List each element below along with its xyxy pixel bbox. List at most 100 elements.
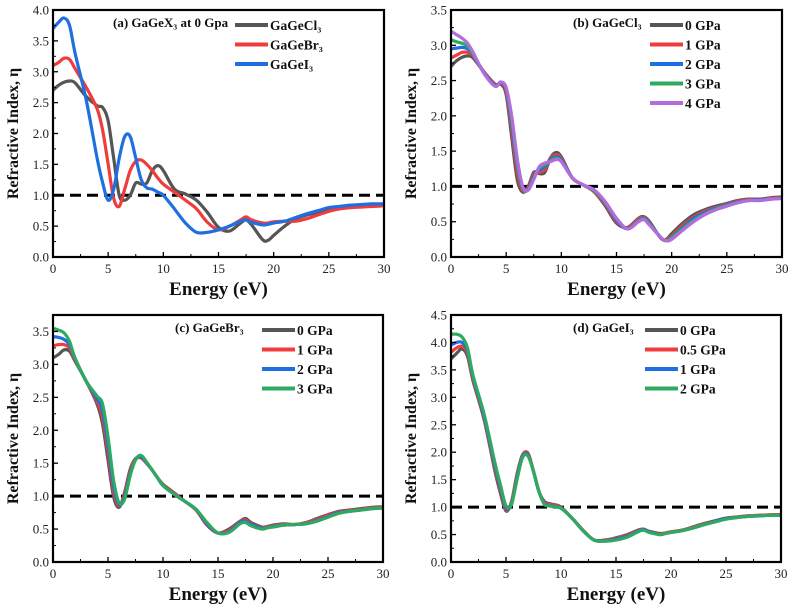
axes-frame [449, 313, 783, 564]
y-tick-label: 0.0 [431, 250, 447, 265]
x-tick-label: 30 [776, 261, 789, 276]
legend-label: 0 GPa [297, 323, 333, 338]
y-tick-label: 2.5 [33, 95, 49, 110]
y-tick-label: 1.5 [33, 157, 49, 172]
series-line-1 [451, 50, 782, 242]
legend-label: 4 GPa [685, 96, 721, 111]
y-tick-label: 1.0 [431, 179, 447, 194]
y-tick-label: 1.0 [431, 500, 447, 515]
legend-label: 1 GPa [680, 362, 716, 377]
x-tick-label: 25 [720, 261, 733, 276]
series-line-0 [451, 347, 781, 543]
series-line-3 [451, 332, 781, 543]
x-tick-label: 30 [775, 566, 788, 581]
y-tick-label: 1.0 [33, 188, 49, 203]
y-tick-label: 1.0 [33, 489, 49, 504]
panel-title: (d) GaGeI₃ [573, 320, 634, 335]
panel-title: (b) GaGeCl₃ [573, 15, 642, 30]
series-line-2 [451, 45, 782, 243]
series-line-3 [53, 326, 383, 536]
y-tick-label: 3.5 [33, 33, 49, 48]
x-tick-label: 20 [267, 566, 280, 581]
legend: 0 GPa 1 GPa 2 GPa 3 GPa [262, 323, 333, 397]
x-tick-label: 5 [503, 566, 510, 581]
axes-frame [51, 313, 385, 564]
legend-label: 2 GPa [297, 362, 333, 377]
panel-c: 0 5 10 15 20 25 30 0.0 0.5 1.0 1.5 2.0 2.5 3.0 3.5 Ener… [5, 313, 390, 605]
series-line-0 [53, 79, 384, 243]
y-tick-label: 2.5 [431, 73, 447, 88]
y-tick-label: 4.0 [431, 335, 447, 350]
legend-label: 0.5 GPa [680, 343, 726, 358]
legend-label: GaGeI₃ [270, 57, 313, 72]
y-tick-label: 2.0 [431, 108, 447, 123]
y-tick-label: 2.0 [431, 445, 447, 460]
y-axis-label: Refractive Index, η [5, 68, 22, 199]
panel-d: 0 5 10 15 20 25 30 0.0 0.5 1.0 1.5 2.0 2.5 3.0 3.5 4.0 4… [403, 308, 788, 606]
series-line-0 [53, 348, 383, 535]
y-tick-label: 3.0 [431, 38, 447, 53]
x-tick-label: 0 [50, 261, 57, 276]
series-line-2 [53, 16, 384, 235]
x-tick-label: 25 [720, 566, 733, 581]
x-tick-label: 5 [105, 566, 112, 581]
x-tick-label: 10 [555, 261, 568, 276]
series-line-1 [451, 344, 781, 543]
legend-label: 2 GPa [680, 382, 716, 397]
x-tick-label: 5 [105, 261, 112, 276]
x-axis-label: Energy (eV) [567, 584, 666, 605]
y-axis-label: Refractive Index, η [5, 373, 22, 504]
legend: 0 GPa 0.5 GPa 1 GPa 2 GPa [645, 323, 726, 397]
y-tick-label: 3.0 [33, 357, 49, 372]
y-axis-label: Refractive Index, η [403, 373, 420, 504]
legend-label: 1 GPa [685, 38, 721, 53]
series-line-1 [53, 56, 384, 232]
x-tick-label: 25 [322, 566, 335, 581]
series-line-2 [451, 340, 781, 543]
y-tick-label: 0.0 [431, 555, 447, 570]
x-tick-label: 25 [322, 261, 335, 276]
legend: GaGeCl₃ GaGeBr₃ GaGeI₃ [235, 18, 323, 72]
legend-label: 2 GPa [685, 57, 721, 72]
y-tick-label: 4.5 [431, 308, 447, 323]
panel-title: (a) GaGeX₃ at 0 Gpa [113, 15, 229, 30]
y-tick-label: 2.0 [33, 423, 49, 438]
panel-a: 0 5 10 15 20 25 30 0.0 0.5 1.0 1.5 2.0 2.5 3.0 3.5 4.0 E… [5, 3, 391, 301]
legend-label: 0 GPa [680, 323, 716, 338]
x-tick-label: 0 [50, 566, 57, 581]
y-tick-label: 0.0 [33, 250, 49, 265]
x-axis-label: Energy (eV) [169, 584, 268, 605]
legend: 0 GPa 1 GPa 2 GPa 3 GPa 4 GPa [650, 18, 721, 111]
x-tick-label: 10 [157, 261, 170, 276]
legend-label: GaGeCl₃ [270, 18, 321, 33]
x-tick-label: 15 [610, 566, 623, 581]
x-axis-label: Energy (eV) [567, 279, 666, 300]
y-tick-label: 3.5 [431, 362, 447, 377]
y-tick-label: 2.5 [431, 417, 447, 432]
legend-label: 3 GPa [685, 77, 721, 92]
y-tick-label: 0.0 [33, 555, 49, 570]
series-line-1 [53, 342, 383, 535]
y-tick-label: 0.5 [431, 214, 447, 229]
legend-label: 0 GPa [685, 18, 721, 33]
x-tick-label: 15 [610, 261, 623, 276]
y-tick-label: 3.0 [431, 390, 447, 405]
y-tick-label: 1.5 [33, 456, 49, 471]
y-tick-label: 2.5 [33, 390, 49, 405]
y-tick-label: 3.5 [431, 3, 447, 18]
x-tick-label: 30 [378, 261, 391, 276]
x-tick-label: 20 [267, 261, 280, 276]
x-tick-label: 20 [665, 261, 678, 276]
y-tick-label: 0.5 [33, 219, 49, 234]
series-line-4 [451, 29, 782, 243]
y-tick-label: 3.0 [33, 64, 49, 79]
panel-b: 0 5 10 15 20 25 30 0.0 0.5 1.0 1.5 2.0 2.5 3.0 3.5 Ener… [403, 3, 789, 301]
x-tick-label: 5 [503, 261, 510, 276]
y-tick-label: 2.0 [33, 126, 49, 141]
y-tick-label: 1.5 [431, 472, 447, 487]
series-line-2 [53, 335, 383, 536]
y-tick-label: 0.5 [33, 522, 49, 537]
x-tick-label: 20 [665, 566, 678, 581]
legend-label: GaGeBr₃ [270, 38, 323, 53]
